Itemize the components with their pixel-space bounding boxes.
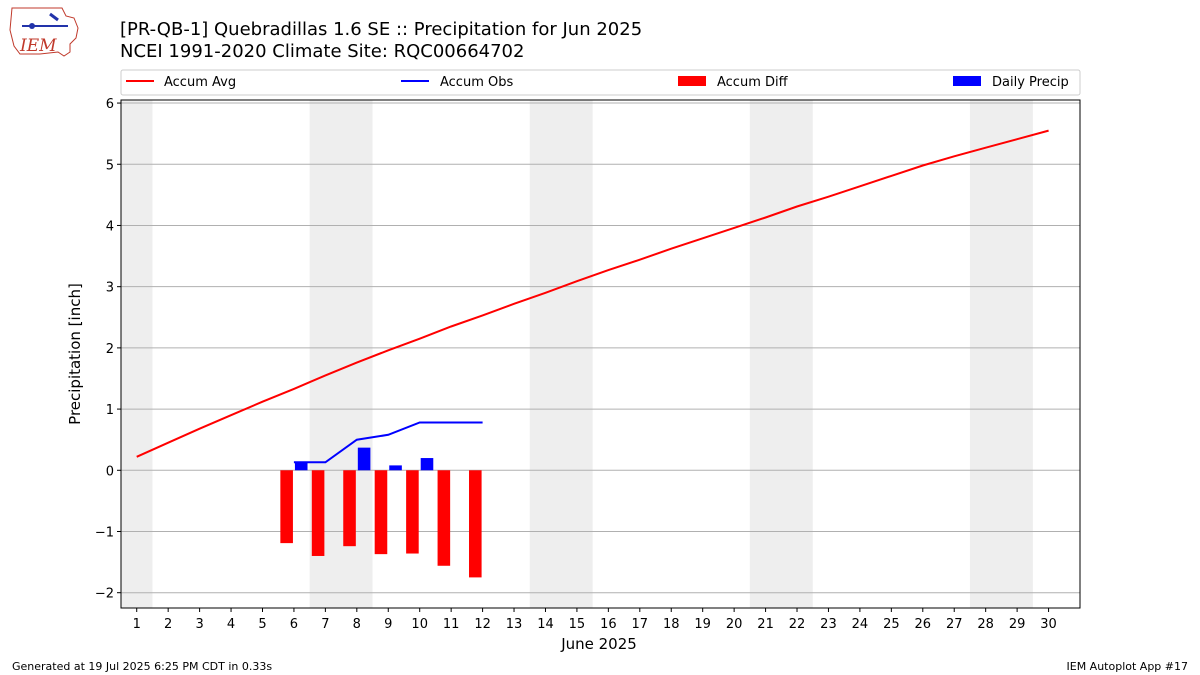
- x-tick-label: 21: [757, 617, 774, 632]
- x-tick-label: 15: [569, 617, 586, 632]
- footer-app: IEM Autoplot App #17: [1067, 660, 1189, 673]
- iem-logo: IEM: [9, 7, 79, 57]
- y-tick-label: −2: [95, 587, 114, 602]
- daily-precip-bar: [294, 462, 308, 471]
- weekend-shading: [121, 100, 1033, 608]
- plot-frame: [120, 99, 1081, 609]
- x-axis-label: June 2025: [560, 635, 637, 653]
- x-tick-label: 7: [321, 617, 329, 632]
- accum-diff-bar: [437, 470, 451, 566]
- accum-diff-bar: [280, 470, 293, 544]
- logo-text: IEM: [19, 36, 57, 56]
- y-axis-ticks: −2 −1 0 1 2 3 4 5 6: [95, 97, 121, 602]
- daily-precip-bar: [420, 458, 434, 471]
- gridlines: [121, 102, 1080, 594]
- legend-swatch-daily-precip: [953, 76, 981, 86]
- daily-precip-bar: [357, 447, 371, 471]
- x-tick-label: 16: [600, 617, 617, 632]
- x-tick-label: 19: [694, 617, 711, 632]
- x-tick-label: 29: [1009, 617, 1026, 632]
- legend-label-accum-avg: Accum Avg: [164, 75, 236, 90]
- y-tick-label: 0: [106, 464, 114, 479]
- x-tick-label: 6: [290, 617, 298, 632]
- accum-obs-line: [293, 421, 483, 464]
- y-tick-label: 4: [106, 219, 114, 234]
- y-tick-label: 1: [106, 403, 114, 418]
- x-tick-label: 17: [632, 617, 649, 632]
- x-axis-ticks: 1 2 3 4 5 6 7 8 9 10 11 12 13 14 15 16 17 18 19 20 21 22 23 24 2…: [133, 608, 1057, 632]
- x-tick-label: 26: [915, 617, 932, 632]
- x-tick-label: 18: [663, 617, 680, 632]
- x-tick-label: 24: [852, 617, 869, 632]
- x-tick-label: 28: [977, 617, 994, 632]
- legend-label-accum-diff: Accum Diff: [717, 75, 789, 90]
- footer-generated: Generated at 19 Jul 2025 6:25 PM CDT in …: [12, 660, 272, 673]
- x-tick-label: 30: [1040, 617, 1057, 632]
- chart-title: [PR-QB-1] Quebradillas 1.6 SE :: Precipi…: [120, 19, 642, 40]
- x-tick-label: 14: [537, 617, 554, 632]
- accum-avg-line: [136, 129, 1049, 458]
- x-tick-label: 9: [384, 617, 392, 632]
- x-tick-label: 1: [133, 617, 141, 632]
- x-tick-label: 4: [227, 617, 235, 632]
- x-tick-label: 10: [411, 617, 428, 632]
- x-tick-label: 22: [789, 617, 806, 632]
- x-tick-label: 11: [443, 617, 460, 632]
- y-tick-label: −1: [95, 525, 114, 540]
- x-tick-label: 12: [474, 617, 491, 632]
- line-series: [136, 129, 1049, 464]
- x-tick-label: 25: [883, 617, 900, 632]
- x-tick-label: 13: [506, 617, 523, 632]
- x-tick-label: 3: [195, 617, 203, 632]
- y-tick-label: 6: [106, 97, 114, 112]
- legend-frame: [120, 69, 1081, 96]
- weekend-band: [749, 100, 813, 608]
- y-tick-label: 5: [106, 158, 114, 173]
- accum-diff-bar: [374, 470, 388, 555]
- accum-diff-bar: [311, 470, 325, 556]
- weekend-band: [529, 100, 593, 608]
- bar-series: [280, 447, 482, 578]
- accum-diff-bar: [469, 470, 482, 578]
- weekend-band: [121, 100, 153, 608]
- chart-subtitle: NCEI 1991-2020 Climate Site: RQC00664702: [120, 41, 524, 62]
- legend-label-accum-obs: Accum Obs: [440, 75, 513, 90]
- x-tick-label: 27: [946, 617, 963, 632]
- accum-diff-bar: [343, 470, 356, 547]
- x-tick-label: 20: [726, 617, 743, 632]
- y-tick-label: 3: [106, 281, 114, 296]
- weekend-band: [969, 100, 1033, 608]
- daily-precip-bar: [389, 465, 402, 471]
- x-tick-label: 8: [353, 617, 361, 632]
- legend: Accum Avg Accum Obs Accum Diff Daily Pre…: [120, 69, 1081, 96]
- legend-label-daily-precip: Daily Precip: [992, 75, 1069, 90]
- accum-diff-bar: [406, 470, 419, 554]
- x-tick-label: 23: [820, 617, 837, 632]
- x-tick-label: 5: [258, 617, 266, 632]
- legend-swatch-accum-diff: [678, 76, 706, 86]
- y-tick-label: 2: [106, 342, 114, 357]
- y-axis-label: Precipitation [inch]: [66, 283, 84, 425]
- x-tick-label: 2: [164, 617, 172, 632]
